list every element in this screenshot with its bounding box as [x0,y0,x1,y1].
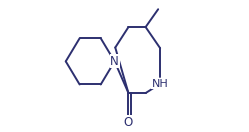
Text: N: N [110,55,119,68]
Text: O: O [124,116,133,129]
Text: NH: NH [152,79,169,89]
